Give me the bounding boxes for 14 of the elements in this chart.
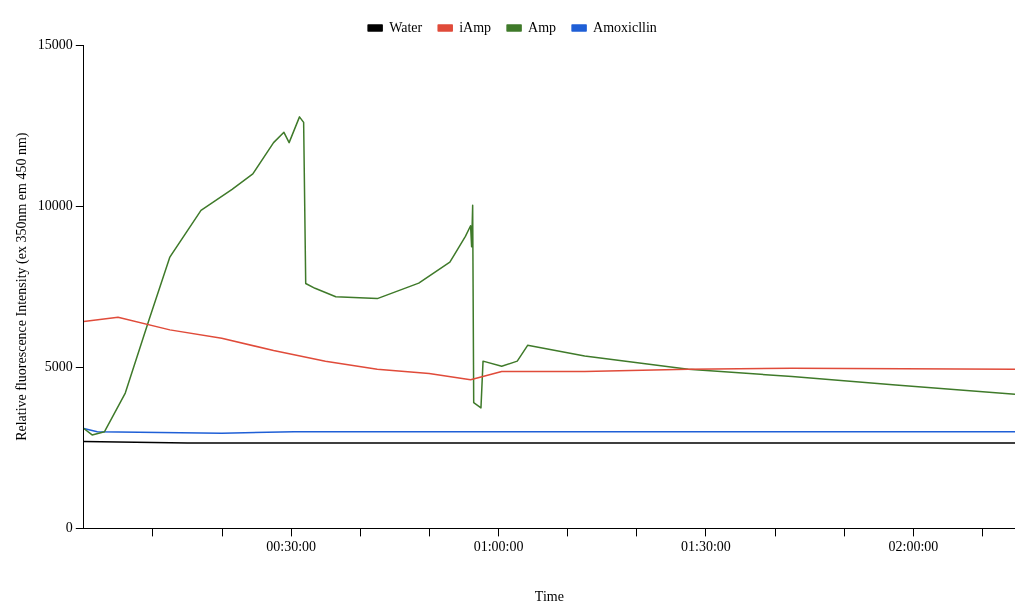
legend-label: Amoxicllin — [593, 19, 657, 35]
legend-label: Water — [389, 19, 423, 35]
y-tick-label: 5000 — [44, 358, 73, 374]
y-axis-title: Relative fluorescence Intensity (ex 350nm em 450 nm) — [14, 132, 31, 441]
legend-label: iAmp — [459, 19, 492, 35]
x-tick-label: 00:30:00 — [266, 539, 317, 555]
x-axis-title: Time — [534, 589, 564, 605]
x-tick-label: 01:30:00 — [681, 539, 731, 555]
x-tick-label: 01:00:00 — [473, 539, 524, 555]
legend-label: Amp — [528, 19, 557, 35]
x-tick-label: 02:00:00 — [888, 539, 939, 555]
y-tick-label: 10000 — [37, 197, 73, 213]
y-tick-label: 0 — [65, 520, 73, 536]
y-tick-label: 15000 — [37, 36, 73, 52]
